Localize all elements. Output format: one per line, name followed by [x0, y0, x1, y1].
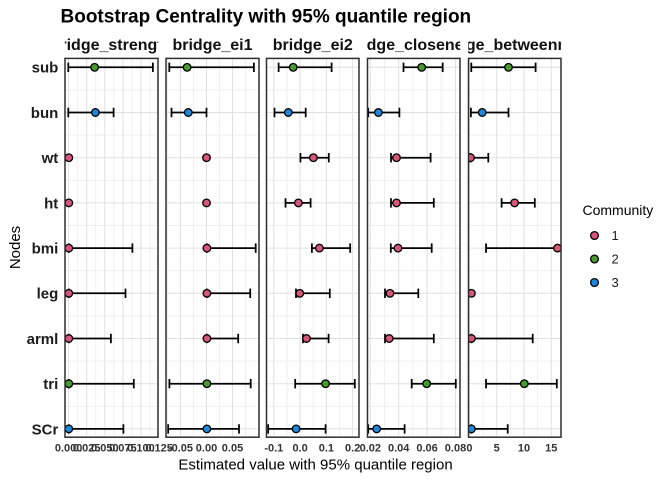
svg-text:0.06: 0.06 — [416, 442, 437, 454]
svg-text:0.075: 0.075 — [109, 442, 137, 454]
svg-text:bridge_ei2: bridge_ei2 — [273, 37, 353, 54]
svg-text:0.08: 0.08 — [445, 442, 466, 454]
svg-text:0.02: 0.02 — [360, 442, 381, 454]
svg-text:0.100: 0.100 — [127, 442, 155, 454]
svg-text:tri: tri — [43, 376, 58, 393]
svg-text:0: 0 — [466, 442, 472, 454]
svg-text:bridge_betweenness: bridge_betweenness — [436, 37, 594, 54]
svg-text:Nodes: Nodes — [7, 226, 24, 269]
svg-text:bridge_closeness: bridge_closeness — [346, 37, 481, 54]
svg-text:-0.1: -0.1 — [264, 442, 283, 454]
svg-text:Estimated value with 95% quant: Estimated value with 95% quantile region — [178, 456, 452, 473]
svg-text:bmi: bmi — [32, 241, 59, 258]
svg-text:sub: sub — [32, 60, 59, 77]
svg-text:0.000: 0.000 — [55, 442, 83, 454]
svg-text:SCr: SCr — [32, 421, 59, 438]
svg-text:0.1: 0.1 — [319, 442, 334, 454]
svg-text:5: 5 — [494, 442, 500, 454]
svg-text:0.125: 0.125 — [145, 442, 173, 454]
svg-text:0.00: 0.00 — [196, 442, 217, 454]
svg-text:arml: arml — [27, 331, 59, 348]
svg-text:2: 2 — [612, 252, 619, 267]
svg-text:Community: Community — [583, 202, 654, 218]
svg-text:15: 15 — [545, 442, 557, 454]
svg-text:0.2: 0.2 — [345, 442, 360, 454]
svg-text:ht: ht — [44, 195, 58, 212]
svg-text:0.0: 0.0 — [292, 442, 307, 454]
svg-text:bun: bun — [31, 105, 59, 122]
svg-text:leg: leg — [37, 286, 59, 303]
svg-text:-0.05: -0.05 — [168, 442, 193, 454]
svg-text:0.050: 0.050 — [91, 442, 119, 454]
svg-text:0.04: 0.04 — [388, 442, 410, 454]
svg-text:bridge_strength: bridge_strength — [51, 37, 173, 54]
svg-text:bridge_ei1: bridge_ei1 — [172, 37, 252, 54]
svg-text:1: 1 — [612, 228, 619, 243]
svg-text:0.05: 0.05 — [222, 442, 243, 454]
svg-text:0.025: 0.025 — [73, 442, 101, 454]
svg-text:Bootstrap Centrality with 95%: Bootstrap Centrality with 95% quantile r… — [61, 6, 472, 27]
svg-text:wt: wt — [41, 150, 59, 167]
svg-text:3: 3 — [612, 275, 619, 290]
svg-text:10: 10 — [518, 442, 530, 454]
